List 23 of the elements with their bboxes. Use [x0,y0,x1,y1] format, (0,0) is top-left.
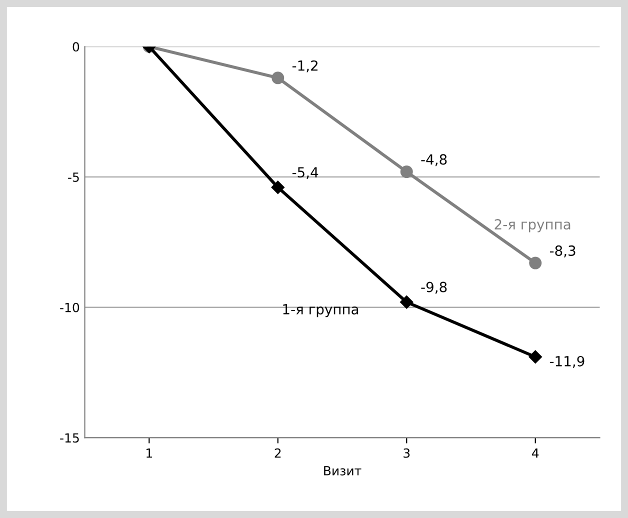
data-label: -9,8 [421,282,447,294]
y-tick-label: -10 [60,302,80,312]
x-tick-label: 3 [404,448,410,458]
point [271,180,284,194]
point [272,72,284,84]
y-tick-label: -15 [60,433,79,443]
text: 1-я группа [283,304,358,318]
x-tick-label: 1 [146,448,152,458]
x-tick-label: 4 [532,448,539,458]
data-label: -4,8 [421,154,447,166]
y-tick-label: 0 [72,42,80,52]
data-label: -8,3 [550,245,576,258]
x-tick-label: 2 [274,448,281,458]
point [528,350,542,364]
x-axis-title: Визит [324,466,362,476]
data-label: -5,4 [292,167,318,179]
series-label: 2-я группа [494,219,570,232]
point [529,256,542,270]
data-label: -1,2 [292,60,318,72]
point [400,166,413,178]
point [400,296,414,309]
data-label: -11,9 [550,356,584,368]
y-tick-label: -5 [68,172,79,182]
